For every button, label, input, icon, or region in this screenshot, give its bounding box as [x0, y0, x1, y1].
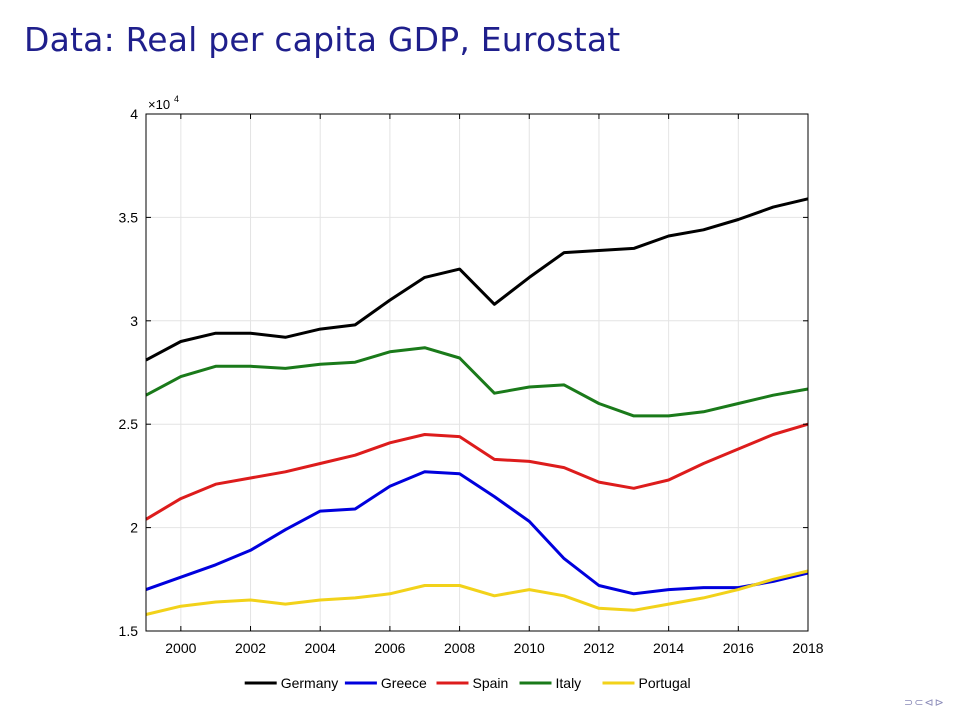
x-axis-ticks: 2000 2002 2004 2006 2008 2010 2012 2014 2016 2018: [165, 114, 824, 656]
x-tick-label: 2012: [583, 640, 614, 656]
x-tick-label: 2002: [235, 640, 266, 656]
legend-label-portugal: Portugal: [639, 675, 691, 691]
x-tick-label: 2014: [653, 640, 684, 656]
series-line-germany: [145, 197, 809, 362]
y-tick-label: 3: [130, 313, 138, 329]
series-line-portugal: [145, 569, 809, 616]
x-tick-label: 2010: [514, 640, 545, 656]
legend-label-germany: Germany: [281, 675, 339, 691]
legend-label-italy: Italy: [556, 675, 582, 691]
y-axis-ticks: 1.5 2 2.5 3 3.5 4: [119, 106, 808, 639]
x-tick-label: 2016: [723, 640, 754, 656]
plot-frame: [145, 113, 809, 632]
series-line-spain: [145, 422, 809, 521]
x-tick-label: 2004: [305, 640, 336, 656]
y-multiplier-base: ×10: [148, 97, 170, 112]
y-tick-label: 2.5: [119, 416, 139, 432]
legend-label-greece: Greece: [381, 675, 427, 691]
legend: Germany Greece Spain Italy Portugal: [236, 669, 718, 697]
y-axis-multiplier: ×10 4: [148, 94, 179, 112]
slide-title: Data: Real per capita GDP, Eurostat: [24, 20, 621, 59]
series-lines: [145, 197, 809, 616]
x-tick-label: 2006: [374, 640, 405, 656]
axes-box: [145, 113, 809, 632]
legend-label-spain: Spain: [473, 675, 509, 691]
plot-background: [146, 114, 808, 631]
y-tick-label: 2: [130, 520, 138, 536]
series-line-greece: [145, 470, 809, 596]
legend-box: [236, 669, 718, 697]
y-multiplier-exponent: 4: [174, 94, 179, 104]
grid-lines: [146, 113, 809, 632]
y-tick-label: 1.5: [119, 623, 139, 639]
x-tick-label: 2008: [444, 640, 475, 656]
y-tick-label: 4: [130, 106, 138, 122]
slide-navigation-icons[interactable]: ⊃⊂⊲⊳: [904, 696, 945, 709]
x-tick-label: 2018: [792, 640, 823, 656]
y-tick-label: 3.5: [119, 209, 139, 225]
series-line-italy: [145, 346, 809, 418]
x-tick-label: 2000: [165, 640, 196, 656]
